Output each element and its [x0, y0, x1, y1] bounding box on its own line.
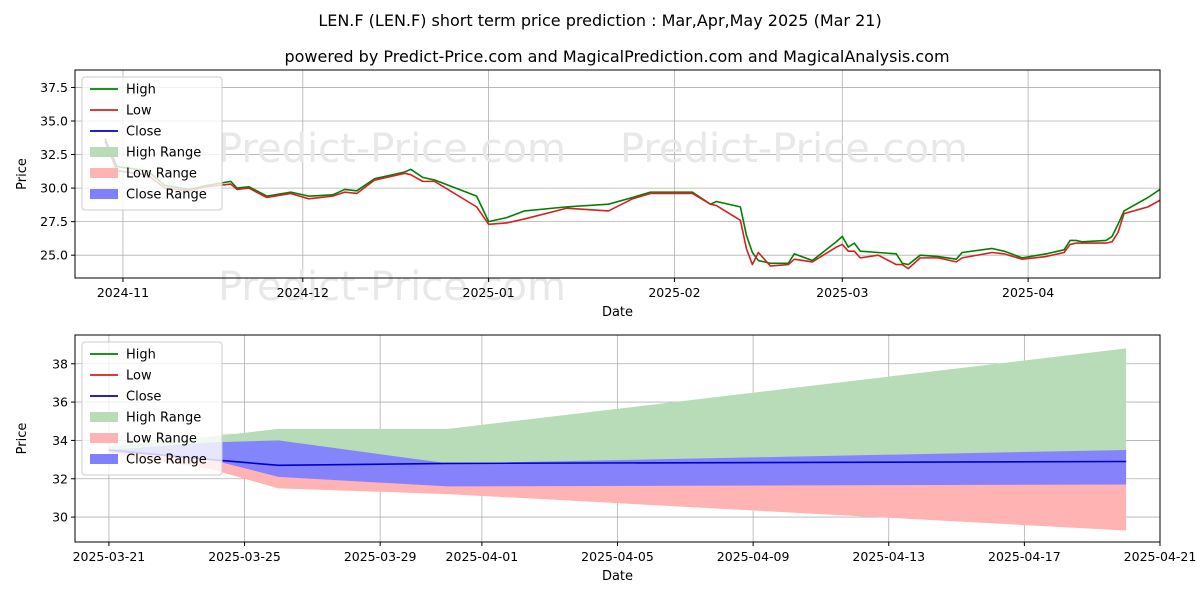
y-tick-label: 35.0	[40, 113, 68, 128]
x-tick-label: 2025-03-21	[73, 549, 146, 564]
legend-label: High	[126, 348, 156, 363]
figure-subtitle: powered by Predict-Price.com and Magical…	[284, 47, 949, 66]
x-tick-label: 2025-03-29	[344, 549, 417, 564]
x-tick-label: 2025-04-13	[852, 549, 925, 564]
legend-swatch-low_range	[90, 168, 118, 178]
y-axis-label: Price	[15, 423, 30, 455]
y-tick-label: 27.5	[40, 214, 68, 229]
watermark-text: Predict-Price.com	[620, 126, 968, 172]
legend: High Low Close High Range Low Range Close Ran…	[81, 76, 223, 211]
x-tick-label: 2025-04-09	[717, 549, 790, 564]
plot-area	[104, 138, 1160, 270]
x-tick-label: 2025-04-17	[988, 549, 1061, 564]
legend-swatch-high_range	[90, 412, 118, 422]
figure-title: LEN.F (LEN.F) short term price predictio…	[318, 11, 881, 30]
y-tick-label: 32	[52, 471, 68, 486]
legend-label: High Range	[126, 411, 201, 426]
x-tick-label: 2025-01	[463, 285, 515, 300]
x-tick-label: 2025-04	[1002, 285, 1054, 300]
x-tick-label: 2025-04-21	[1124, 549, 1197, 564]
line-high	[104, 138, 1160, 266]
x-tick-label: 2025-02	[648, 285, 700, 300]
x-axis-label: Date	[602, 569, 633, 584]
y-tick-label: 32.5	[40, 147, 68, 162]
chart-panel-1: Predict-Price.com Predict-Price.com Predic…	[15, 69, 1161, 320]
y-tick-label: 36	[52, 395, 68, 410]
watermark-text: Predict-Price.com	[218, 126, 566, 172]
legend: High Low Close High Range Low Range Close Ran…	[81, 341, 223, 476]
y-tick-label: 30.0	[40, 181, 68, 196]
y-axis-label: Price	[15, 158, 30, 190]
band-high-range	[108, 348, 1127, 466]
legend-label: Close	[126, 125, 161, 140]
legend-label: Low	[126, 369, 152, 384]
legend-label: Close	[126, 390, 161, 405]
y-tick-label: 25.0	[40, 248, 68, 263]
legend-label: High Range	[126, 146, 201, 161]
chart-panel-2: Predict-Price.comPredict-Price.com2025-0…	[15, 334, 1197, 584]
x-axis-label: Date	[602, 305, 633, 320]
plot-frame	[74, 69, 1161, 279]
legend-label: Close Range	[126, 188, 207, 203]
legend-label: Low Range	[126, 432, 197, 447]
y-tick-label: 34	[52, 433, 68, 448]
x-tick-label: 2024-12	[277, 285, 329, 300]
legend-swatch-high_range	[90, 147, 118, 157]
legend-label: Low	[126, 104, 152, 119]
line-low	[104, 140, 1160, 270]
legend-label: High	[126, 83, 156, 98]
watermark-text: Predict-Price.com	[218, 264, 566, 310]
y-tick-label: 38	[52, 356, 68, 371]
legend-swatch-close_range	[90, 189, 118, 199]
x-tick-label: 2025-04-05	[581, 549, 654, 564]
legend-swatch-close_range	[90, 454, 118, 464]
x-tick-label: 2025-03	[816, 285, 868, 300]
legend-label: Low Range	[126, 167, 197, 182]
watermarks: Predict-Price.com Predict-Price.com Predic…	[218, 126, 968, 310]
y-tick-label: 30	[52, 510, 68, 525]
y-tick-label: 37.5	[40, 80, 68, 95]
legend-label: Close Range	[126, 453, 207, 468]
x-tick-label: 2025-04-01	[446, 549, 519, 564]
x-tick-label: 2024-11	[97, 285, 149, 300]
x-tick-label: 2025-03-25	[208, 549, 281, 564]
legend-swatch-low_range	[90, 433, 118, 443]
